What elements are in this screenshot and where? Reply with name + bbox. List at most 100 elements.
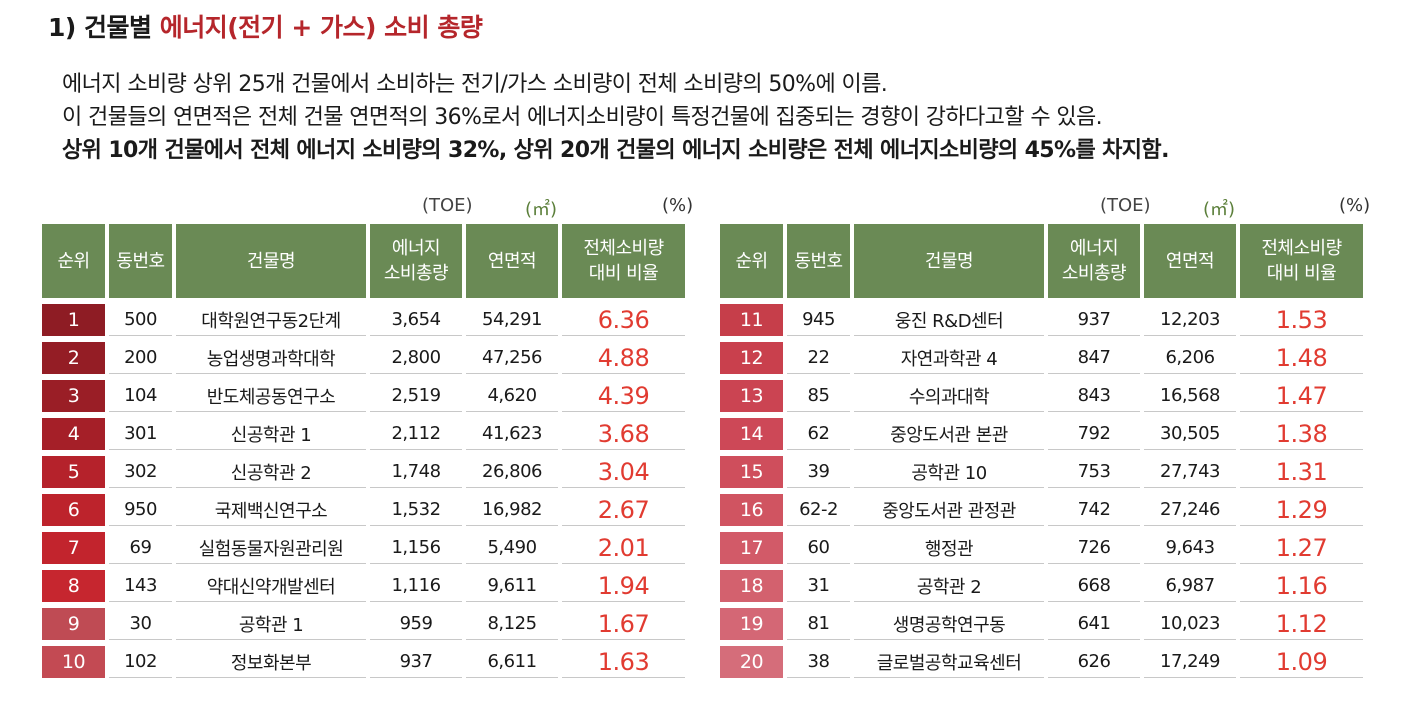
building-name-cell: 중앙도서관 관정관 xyxy=(854,494,1044,526)
energy-total-cell: 641 xyxy=(1048,608,1140,640)
building-code-cell: 102 xyxy=(109,646,172,678)
table-row: 5 302 신공학관 2 1,748 26,806 3.04 xyxy=(42,456,685,488)
table-row: 12 22 자연과학관 4 847 6,206 1.48 xyxy=(720,342,1363,374)
floor-area-cell: 16,982 xyxy=(466,494,558,526)
heading-prefix: 1) 건물별 xyxy=(48,13,160,42)
table-row: 10 102 정보화본부 937 6,611 1.63 xyxy=(42,646,685,678)
energy-total-cell: 1,748 xyxy=(370,456,462,488)
col-energy-header: 에너지 소비총량 xyxy=(1048,224,1140,298)
col-energy-header-l1: 에너지 xyxy=(391,238,441,259)
col-ratio-header-l1: 전체소비량 xyxy=(583,238,664,259)
building-code-cell: 39 xyxy=(787,456,850,488)
rank-cell: 9 xyxy=(42,608,105,640)
building-code-cell: 500 xyxy=(109,304,172,336)
col-ratio-header-l2: 대비 비율 xyxy=(1266,263,1337,284)
table-row: 4 301 신공학관 1 2,112 41,623 3.68 xyxy=(42,418,685,450)
table-row: 7 69 실험동물자원관리원 1,156 5,490 2.01 xyxy=(42,532,685,564)
table-row: 14 62 중앙도서관 본관 792 30,505 1.38 xyxy=(720,418,1363,450)
table-row: 15 39 공학관 10 753 27,743 1.31 xyxy=(720,456,1363,488)
building-name-cell: 신공학관 2 xyxy=(176,456,366,488)
building-code-cell: 62 xyxy=(787,418,850,450)
consumption-ratio-cell: 1.12 xyxy=(1240,608,1363,640)
rank-cell: 3 xyxy=(42,380,105,412)
floor-area-cell: 5,490 xyxy=(466,532,558,564)
building-name-cell: 실험동물자원관리원 xyxy=(176,532,366,564)
consumption-ratio-cell: 3.04 xyxy=(562,456,685,488)
building-code-cell: 38 xyxy=(787,646,850,678)
energy-total-cell: 843 xyxy=(1048,380,1140,412)
col-ratio-header: 전체소비량 대비 비율 xyxy=(1240,224,1363,298)
rank-cell: 8 xyxy=(42,570,105,602)
consumption-ratio-cell: 1.09 xyxy=(1240,646,1363,678)
building-code-cell: 302 xyxy=(109,456,172,488)
floor-area-cell: 9,611 xyxy=(466,570,558,602)
building-name-cell: 농업생명과학대학 xyxy=(176,342,366,374)
consumption-ratio-cell: 1.38 xyxy=(1240,418,1363,450)
building-name-cell: 수의과대학 xyxy=(854,380,1044,412)
floor-area-cell: 17,249 xyxy=(1144,646,1236,678)
floor-area-cell: 10,023 xyxy=(1144,608,1236,640)
floor-area-cell: 12,203 xyxy=(1144,304,1236,336)
floor-area-cell: 9,643 xyxy=(1144,532,1236,564)
building-name-cell: 공학관 1 xyxy=(176,608,366,640)
energy-total-cell: 937 xyxy=(1048,304,1140,336)
floor-area-cell: 6,206 xyxy=(1144,342,1236,374)
energy-total-cell: 1,532 xyxy=(370,494,462,526)
energy-total-cell: 1,116 xyxy=(370,570,462,602)
table-row: 18 31 공학관 2 668 6,987 1.16 xyxy=(720,570,1363,602)
building-name-cell: 중앙도서관 본관 xyxy=(854,418,1044,450)
building-name-cell: 공학관 2 xyxy=(854,570,1044,602)
unit-area-right: (㎡) xyxy=(1203,199,1236,220)
rank-cell: 11 xyxy=(720,304,783,336)
floor-area-cell: 30,505 xyxy=(1144,418,1236,450)
rank-cell: 17 xyxy=(720,532,783,564)
table-header-row: 순위 동번호 건물명 에너지 소비총량 연면적 전체소비량 대비 비율 xyxy=(720,224,1363,298)
rank-cell: 7 xyxy=(42,532,105,564)
col-energy-header-l1: 에너지 xyxy=(1069,238,1119,259)
unit-area-left: (㎡) xyxy=(525,199,558,220)
floor-area-cell: 6,987 xyxy=(1144,570,1236,602)
rank-cell: 16 xyxy=(720,494,783,526)
col-area-header: 연면적 xyxy=(466,224,558,298)
building-code-cell: 104 xyxy=(109,380,172,412)
table-row: 19 81 생명공학연구동 641 10,023 1.12 xyxy=(720,608,1363,640)
unit-energy-left: (TOE) xyxy=(422,195,473,216)
building-name-cell: 공학관 10 xyxy=(854,456,1044,488)
floor-area-cell: 27,246 xyxy=(1144,494,1236,526)
building-name-cell: 반도체공동연구소 xyxy=(176,380,366,412)
col-energy-header-l2: 소비총량 xyxy=(383,263,449,284)
table-row: 9 30 공학관 1 959 8,125 1.67 xyxy=(42,608,685,640)
energy-total-cell: 726 xyxy=(1048,532,1140,564)
table-row: 11 945 웅진 R&D센터 937 12,203 1.53 xyxy=(720,304,1363,336)
floor-area-cell: 4,620 xyxy=(466,380,558,412)
unit-ratio-left: (%) xyxy=(662,195,694,216)
building-code-cell: 143 xyxy=(109,570,172,602)
rank-cell: 12 xyxy=(720,342,783,374)
building-name-cell: 국제백신연구소 xyxy=(176,494,366,526)
building-name-cell: 글로벌공학교육센터 xyxy=(854,646,1044,678)
consumption-ratio-cell: 1.48 xyxy=(1240,342,1363,374)
intro-line-1: 에너지 소비량 상위 25개 건물에서 소비하는 전기/가스 소비량이 전체 소… xyxy=(62,72,888,97)
table-row: 2 200 농업생명과학대학 2,800 47,256 4.88 xyxy=(42,342,685,374)
table-row: 8 143 약대신약개발센터 1,116 9,611 1.94 xyxy=(42,570,685,602)
building-name-cell: 정보화본부 xyxy=(176,646,366,678)
energy-total-cell: 937 xyxy=(370,646,462,678)
energy-total-cell: 742 xyxy=(1048,494,1140,526)
intro-line-3: 상위 10개 건물에서 전체 에너지 소비량의 32%, 상위 20개 건물의 … xyxy=(62,138,1169,163)
building-code-cell: 301 xyxy=(109,418,172,450)
building-code-cell: 200 xyxy=(109,342,172,374)
energy-total-cell: 847 xyxy=(1048,342,1140,374)
table-header-row: 순위 동번호 건물명 에너지 소비총량 연면적 전체소비량 대비 비율 xyxy=(42,224,685,298)
col-name-header: 건물명 xyxy=(176,224,366,298)
energy-total-cell: 2,800 xyxy=(370,342,462,374)
floor-area-cell: 26,806 xyxy=(466,456,558,488)
consumption-ratio-cell: 6.36 xyxy=(562,304,685,336)
building-code-cell: 22 xyxy=(787,342,850,374)
table-row: 20 38 글로벌공학교육센터 626 17,249 1.09 xyxy=(720,646,1363,678)
building-code-cell: 30 xyxy=(109,608,172,640)
energy-total-cell: 668 xyxy=(1048,570,1140,602)
rank-cell: 10 xyxy=(42,646,105,678)
col-rank-header: 순위 xyxy=(42,224,105,298)
consumption-ratio-cell: 1.27 xyxy=(1240,532,1363,564)
building-code-cell: 945 xyxy=(787,304,850,336)
